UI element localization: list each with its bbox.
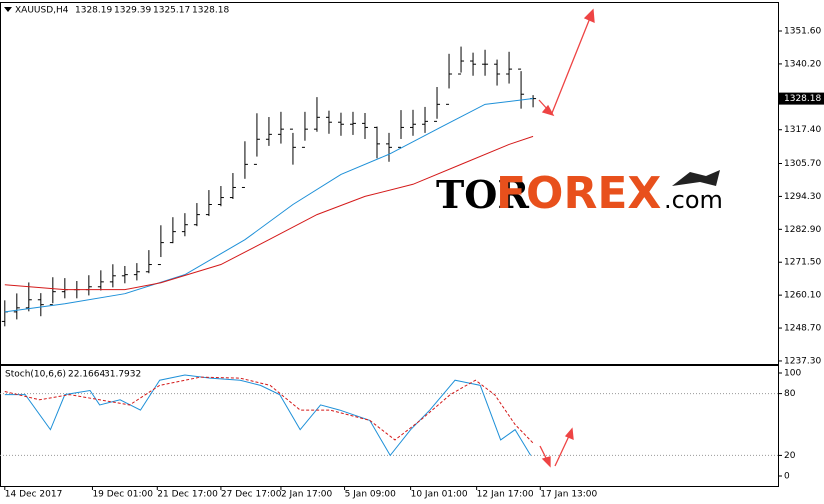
main-frame: [0, 2, 779, 365]
y-tick-label: 1340.20: [784, 59, 821, 69]
x-tick-label: 5 Jan 09:00: [345, 490, 397, 500]
last-high: 1329.39: [114, 6, 151, 16]
x-tick-label: 27 Dec 17:00: [221, 490, 282, 500]
arrow-up-main: [551, 17, 591, 114]
watermark-tor: TOR: [436, 172, 529, 217]
forecast-arrows: [538, 8, 595, 468]
arrow-head: [541, 456, 551, 468]
y-tick-label: 1351.60: [784, 27, 821, 37]
series-line: [4, 98, 534, 313]
current-price-label: 1328.18: [784, 94, 821, 104]
y-tick-label: 1282.90: [784, 225, 821, 235]
last-close: 1328.18: [192, 6, 229, 16]
arrow-up-stoch: [554, 435, 570, 467]
watermark-com: .com: [664, 186, 723, 214]
stoch-signal-value: 31.7932: [104, 370, 141, 380]
watermark: TOR FOREX .com: [436, 168, 723, 219]
x-tick-label: 17 Jan 13:00: [540, 490, 597, 500]
series-line: [4, 374, 532, 457]
y-tick-label: 1237.30: [784, 356, 821, 366]
symbol-title: XAUUSD,H4: [15, 6, 69, 16]
x-tick-label: 2 Jan 17:00: [281, 490, 333, 500]
y-tick-label: 1317.40: [784, 125, 821, 135]
x-tick-label: 19 Dec 01:00: [92, 490, 153, 500]
y-tick-label: 1260.10: [784, 291, 821, 301]
watermark-bull: [672, 170, 720, 186]
last-low: 1325.17: [153, 6, 190, 16]
y-tick-label: 1294.30: [784, 192, 821, 202]
y-tick-label: 0: [784, 472, 790, 482]
stoch-title: Stoch(10,6,6): [5, 370, 66, 380]
stoch-main-value: 22.1664: [68, 370, 105, 380]
y-tick-label: 20: [784, 451, 796, 461]
x-tick-label: 12 Jan 17:00: [477, 490, 534, 500]
last-open: 1328.19: [75, 6, 112, 16]
y-tick-label: 80: [784, 389, 796, 399]
arrow-head: [564, 427, 574, 441]
symbol-marker: [4, 7, 12, 12]
y-tick-label: 1271.50: [784, 258, 821, 268]
x-tick-label: 14 Dec 2017: [5, 490, 63, 500]
series-line: [4, 376, 534, 444]
current-price-box: [778, 92, 824, 105]
x-tick-label: 10 Jan 01:00: [411, 490, 468, 500]
watermark-forex: FOREX: [496, 168, 661, 219]
y-tick-label: 1305.70: [784, 159, 821, 169]
y-tick-label: 100: [784, 369, 801, 379]
arrow-head: [583, 8, 595, 24]
y-tick-label: 1248.70: [784, 324, 821, 334]
stoch-frame: [0, 365, 779, 487]
series-line: [4, 135, 534, 291]
arrow-head: [541, 104, 555, 117]
x-tick-label: 21 Dec 17:00: [157, 490, 218, 500]
